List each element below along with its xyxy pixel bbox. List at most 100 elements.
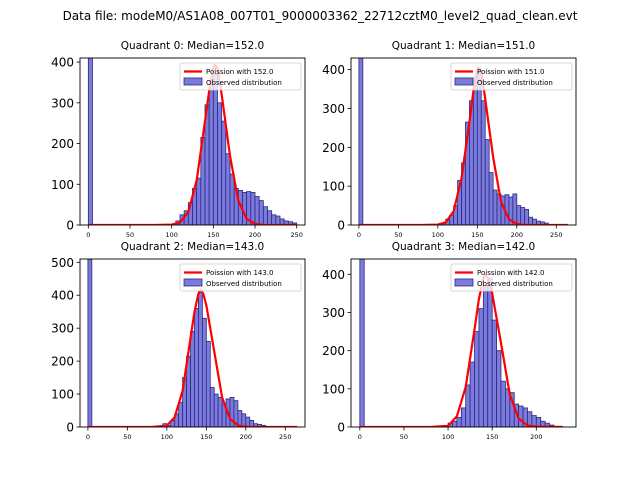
y-tick-label: 500: [51, 256, 74, 270]
x-tick-label: 50: [400, 433, 408, 441]
y-tick-label: 300: [51, 96, 74, 110]
y-tick-label: 100: [51, 178, 74, 192]
x-tick-label: 100: [165, 231, 177, 239]
x-tick-label: 250: [279, 433, 291, 441]
x-tick-label: 250: [550, 231, 562, 239]
y-tick-label: 200: [322, 344, 345, 358]
histogram-bar: [213, 393, 219, 427]
x-tick-label: 0: [86, 231, 90, 239]
x-tick-label: 150: [486, 433, 498, 441]
legend-curve-label: Poission with 142.0: [477, 269, 545, 277]
histogram-bar: [520, 207, 526, 225]
y-tick-label: 400: [51, 289, 74, 303]
y-tick-label: 300: [322, 102, 345, 116]
axes-frame: [350, 57, 577, 226]
legend-curve-label: Poission with 151.0: [477, 68, 545, 76]
y-tick-label: 200: [51, 355, 74, 369]
histogram-bar: [516, 205, 522, 225]
histogram-bar: [528, 216, 533, 225]
histogram-bar: [212, 73, 218, 225]
histogram-spike-bar: [359, 259, 365, 427]
y-tick-label: 400: [322, 268, 345, 282]
chart-title: Quadrant 0: Median=152.0: [121, 40, 264, 52]
histogram-bar: [496, 350, 502, 427]
histogram-spike-bar: [358, 58, 364, 225]
x-tick-label: 150: [200, 433, 212, 441]
histogram-bar: [198, 289, 203, 427]
x-tick-label: 0: [86, 433, 90, 441]
legend-box: [179, 263, 302, 292]
legend-box: [450, 263, 573, 292]
y-tick-label: 300: [51, 322, 74, 336]
histogram-bar: [194, 308, 199, 427]
y-tick-label: 300: [322, 306, 345, 320]
x-tick-label: 50: [123, 433, 131, 441]
histogram-bar: [245, 416, 251, 427]
legend-curve-label: Poission with 152.0: [206, 68, 274, 76]
histogram-bar: [518, 405, 524, 427]
x-tick-label: 150: [471, 231, 483, 239]
legend-curve-label: Poission with 143.0: [206, 269, 274, 277]
legend-bar-label: Observed distribution: [477, 280, 553, 288]
poisson-curve: [359, 273, 563, 427]
figure-title: Data file: modeM0/AS1A08_007T01_90000033…: [63, 9, 578, 23]
x-tick-label: 200: [240, 433, 252, 441]
histogram-bar: [478, 308, 484, 427]
plot-area: [87, 259, 298, 427]
axes-frame: [350, 258, 577, 428]
legend-bar-swatch: [454, 77, 474, 86]
y-tick-label: 200: [322, 141, 345, 155]
histogram-bar: [491, 319, 497, 427]
x-tick-label: 250: [290, 231, 302, 239]
histogram-bar: [271, 214, 277, 225]
legend-bar-label: Observed distribution: [206, 280, 282, 288]
legend-bar-swatch: [183, 77, 203, 86]
histogram-bar: [484, 139, 490, 225]
y-tick-label: 0: [66, 219, 74, 233]
histogram-bar: [229, 173, 235, 225]
legend-bar-swatch: [454, 278, 474, 287]
histogram-bar: [258, 200, 264, 225]
chart-panel-3: Quadrant 3: Median=142.0 0 50 100 150 200 0 100…: [322, 241, 577, 441]
histogram-bar: [250, 192, 256, 225]
histogram-bar: [452, 420, 458, 427]
histogram-bar: [488, 172, 494, 225]
histogram-bar: [480, 100, 486, 225]
legend-box: [179, 62, 302, 91]
chart-panel-2: Quadrant 2: Median=143.0 0 50 100 150 200 250 0…: [51, 241, 306, 441]
histogram-bar: [208, 82, 214, 225]
legend-bar-label: Observed distribution: [477, 79, 553, 87]
histogram-spike-bar: [87, 58, 93, 225]
histogram-spike-bar: [87, 259, 93, 427]
histogram-bar: [476, 69, 482, 225]
x-tick-label: 0: [358, 433, 362, 441]
chart-title: Quadrant 1: Median=151.0: [392, 40, 535, 52]
histogram-bar: [254, 196, 260, 225]
axes-frame: [79, 258, 306, 428]
x-tick-label: 200: [249, 231, 261, 239]
y-tick-label: 0: [66, 421, 74, 435]
y-tick-label: 100: [322, 382, 345, 396]
poisson-curve: [87, 289, 298, 427]
x-tick-label: 100: [161, 433, 173, 441]
y-tick-label: 400: [51, 56, 74, 70]
histogram-bar: [196, 177, 202, 225]
y-tick-label: 100: [51, 388, 74, 402]
histogram-bar: [456, 417, 462, 427]
histogram-bar: [178, 401, 184, 427]
histogram-bar: [472, 77, 478, 225]
histogram-bar: [205, 340, 211, 427]
histogram-bar: [500, 380, 506, 427]
y-tick-label: 200: [51, 137, 74, 151]
x-tick-label: 100: [442, 433, 454, 441]
x-tick-label: 200: [530, 433, 542, 441]
histogram-bar: [465, 384, 471, 427]
chart-panel-0: Quadrant 0: Median=152.0 0 50 100 150 200 250 0…: [51, 40, 306, 239]
histogram-bar: [487, 277, 493, 427]
x-tick-label: 50: [394, 231, 402, 239]
histogram-bar: [267, 210, 273, 225]
histogram-bar: [209, 387, 215, 427]
histogram-bar: [221, 120, 227, 225]
x-tick-label: 150: [207, 231, 219, 239]
